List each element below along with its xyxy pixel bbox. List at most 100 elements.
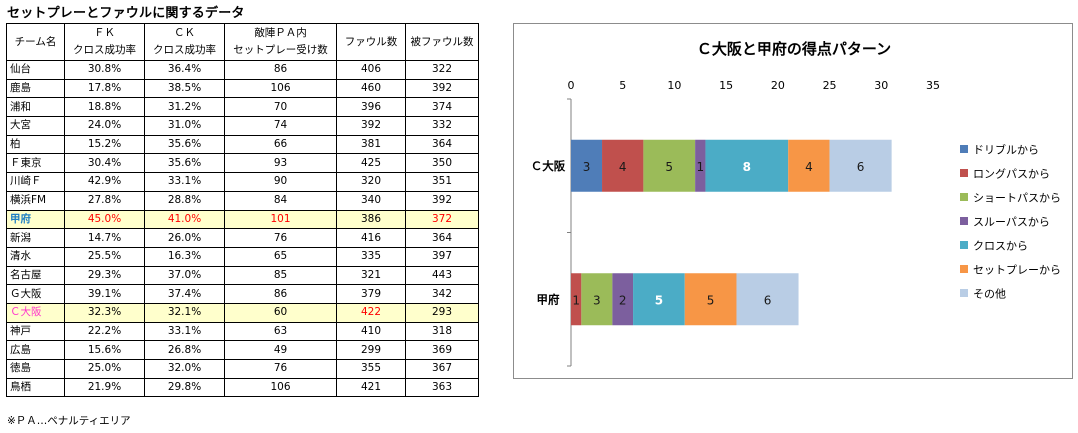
table-cell: 28.8% — [144, 190, 225, 211]
table-cell: 416 — [336, 228, 406, 248]
legend-label: ロングパスから — [973, 167, 1050, 181]
column-header: 敵陣ＰＡ内セットプレー受け数 — [224, 23, 337, 61]
column-header-line: 敵陣ＰＡ内 — [254, 27, 307, 39]
column-header-line: ＣＫ — [174, 27, 195, 39]
x-tick-label: 35 — [926, 79, 940, 92]
column-header: ファウル数 — [336, 23, 406, 61]
table-cell: 369 — [405, 340, 479, 360]
table-cell: 392 — [405, 190, 479, 211]
legend-label: ドリブルから — [973, 143, 1039, 157]
table-row: 川崎Ｆ 42.9% 33.1% 90 320 351 — [6, 172, 479, 192]
table-cell: 65 — [224, 246, 337, 267]
column-header-line: チーム名 — [14, 35, 57, 48]
table-cell: 93 — [224, 153, 337, 174]
team-name-cell: 横浜FM — [6, 190, 65, 211]
column-header: 被ファウル数 — [405, 23, 479, 61]
table-cell: 49 — [224, 340, 337, 360]
legend-swatch — [960, 145, 968, 153]
data-label: 1 — [696, 160, 704, 174]
bar-segment — [633, 273, 685, 326]
table-cell: 372 — [405, 209, 479, 230]
table-row: 浦和 18.8% 31.2% 70 396 374 — [6, 97, 479, 118]
category-label: 甲府 — [537, 292, 560, 306]
footnote: ※ＰＡ…ペナルティエリア — [7, 415, 131, 427]
table-header-row: チーム名 ＦＫ クロス成功率 ＣＫ クロス成功率 敵陣ＰＡ内 セットプレー受け数 ファウル数被… — [6, 23, 479, 61]
table-cell: 70 — [224, 97, 337, 118]
team-name-cell: Ｆ東京 — [6, 153, 65, 174]
table-cell: 106 — [224, 377, 337, 398]
table-row: 甲府 45.0% 41.0% 101 386 372 — [6, 209, 479, 230]
table-cell: 74 — [224, 116, 337, 136]
table-cell: 63 — [224, 321, 337, 342]
table-cell: 24.0% — [64, 116, 145, 136]
table-cell: 443 — [405, 265, 479, 286]
team-name-cell: 広島 — [6, 340, 65, 360]
table-cell: 106 — [224, 78, 337, 99]
column-header-line: セットプレー受け数 — [233, 44, 328, 56]
table-row: 神戸 22.2% 33.1% 63 410 318 — [6, 321, 479, 342]
table-cell: 33.1% — [144, 172, 225, 192]
x-tick-label: 20 — [771, 79, 785, 92]
table-row: 広島 15.6% 26.8% 49 299 369 — [6, 340, 479, 360]
legend-swatch — [960, 241, 968, 249]
table-row: 柏 15.2% 35.6% 66 381 364 — [6, 134, 479, 155]
table-cell: 90 — [224, 172, 337, 192]
table-cell: 85 — [224, 265, 337, 286]
table-cell: 350 — [405, 153, 479, 174]
column-header-line: クロス成功率 — [153, 44, 216, 56]
table-cell: 392 — [405, 78, 479, 99]
page-title: セットプレーとファウルに関するデータ — [7, 6, 245, 21]
table-cell: 36.4% — [144, 60, 225, 80]
bar-segment — [695, 139, 706, 192]
table-cell: 322 — [405, 60, 479, 80]
data-label: 4 — [805, 160, 813, 174]
legend-label: クロスから — [973, 240, 1028, 253]
table-cell: 342 — [405, 284, 479, 304]
legend-swatch — [960, 169, 968, 177]
table-cell: 364 — [405, 134, 479, 155]
table-cell: 15.6% — [64, 340, 145, 360]
table-cell: 397 — [405, 246, 479, 267]
team-name-cell: 仙台 — [6, 60, 65, 80]
column-header-line: ファウル数 — [344, 35, 398, 48]
data-label: 6 — [764, 293, 772, 307]
table-cell: 422 — [336, 302, 406, 323]
bar-segment — [581, 273, 613, 326]
bar-segment — [571, 139, 603, 192]
table-row: 大宮 24.0% 31.0% 74 392 332 — [6, 116, 479, 136]
team-name-cell: 川崎Ｆ — [6, 172, 65, 192]
table-cell: 30.4% — [64, 153, 145, 174]
table-cell: 16.3% — [144, 246, 225, 267]
bar-segment — [602, 139, 644, 192]
bar-segment — [684, 273, 737, 326]
data-label: 5 — [655, 293, 663, 307]
column-header-line: 被ファウル数 — [410, 35, 474, 48]
table-cell: 363 — [405, 377, 479, 398]
table-cell: 340 — [336, 190, 406, 211]
table-cell: 35.6% — [144, 134, 225, 155]
team-name-cell: 浦和 — [6, 97, 65, 118]
table-cell: 32.1% — [144, 302, 225, 323]
team-name-cell: Ｇ大阪 — [6, 284, 65, 304]
table-row: 徳島 25.0% 32.0% 76 355 367 — [6, 359, 479, 379]
team-name-cell: 甲府 — [6, 209, 65, 230]
table-cell: 41.0% — [144, 209, 225, 230]
bar-segment — [571, 273, 582, 326]
table-cell: 425 — [336, 153, 406, 174]
legend-swatch — [960, 265, 968, 273]
table-row: 名古屋 29.3% 37.0% 85 321 443 — [6, 265, 479, 286]
table-row: Ｇ大阪 39.1% 37.4% 86 379 342 — [6, 284, 479, 304]
table-cell: 32.0% — [144, 359, 225, 379]
table-cell: 364 — [405, 228, 479, 248]
table-cell: 30.8% — [64, 60, 145, 80]
table-row: 仙台 30.8% 36.4% 86 406 322 — [6, 60, 479, 80]
chart-panel: Ｃ大阪と甲府の得点パターン 0 5 10 15 20 25 30 35 Ｃ大阪 3 4 5 1 8 4 6 甲府 1… — [513, 23, 1073, 379]
table-cell: 26.0% — [144, 228, 225, 248]
table-cell: 320 — [336, 172, 406, 192]
table-cell: 335 — [336, 246, 406, 267]
table-cell: 21.9% — [64, 377, 145, 398]
table-cell: 22.2% — [64, 321, 145, 342]
column-header-line: クロス成功率 — [73, 44, 136, 56]
table-cell: 37.4% — [144, 284, 225, 304]
table-cell: 460 — [336, 78, 406, 99]
